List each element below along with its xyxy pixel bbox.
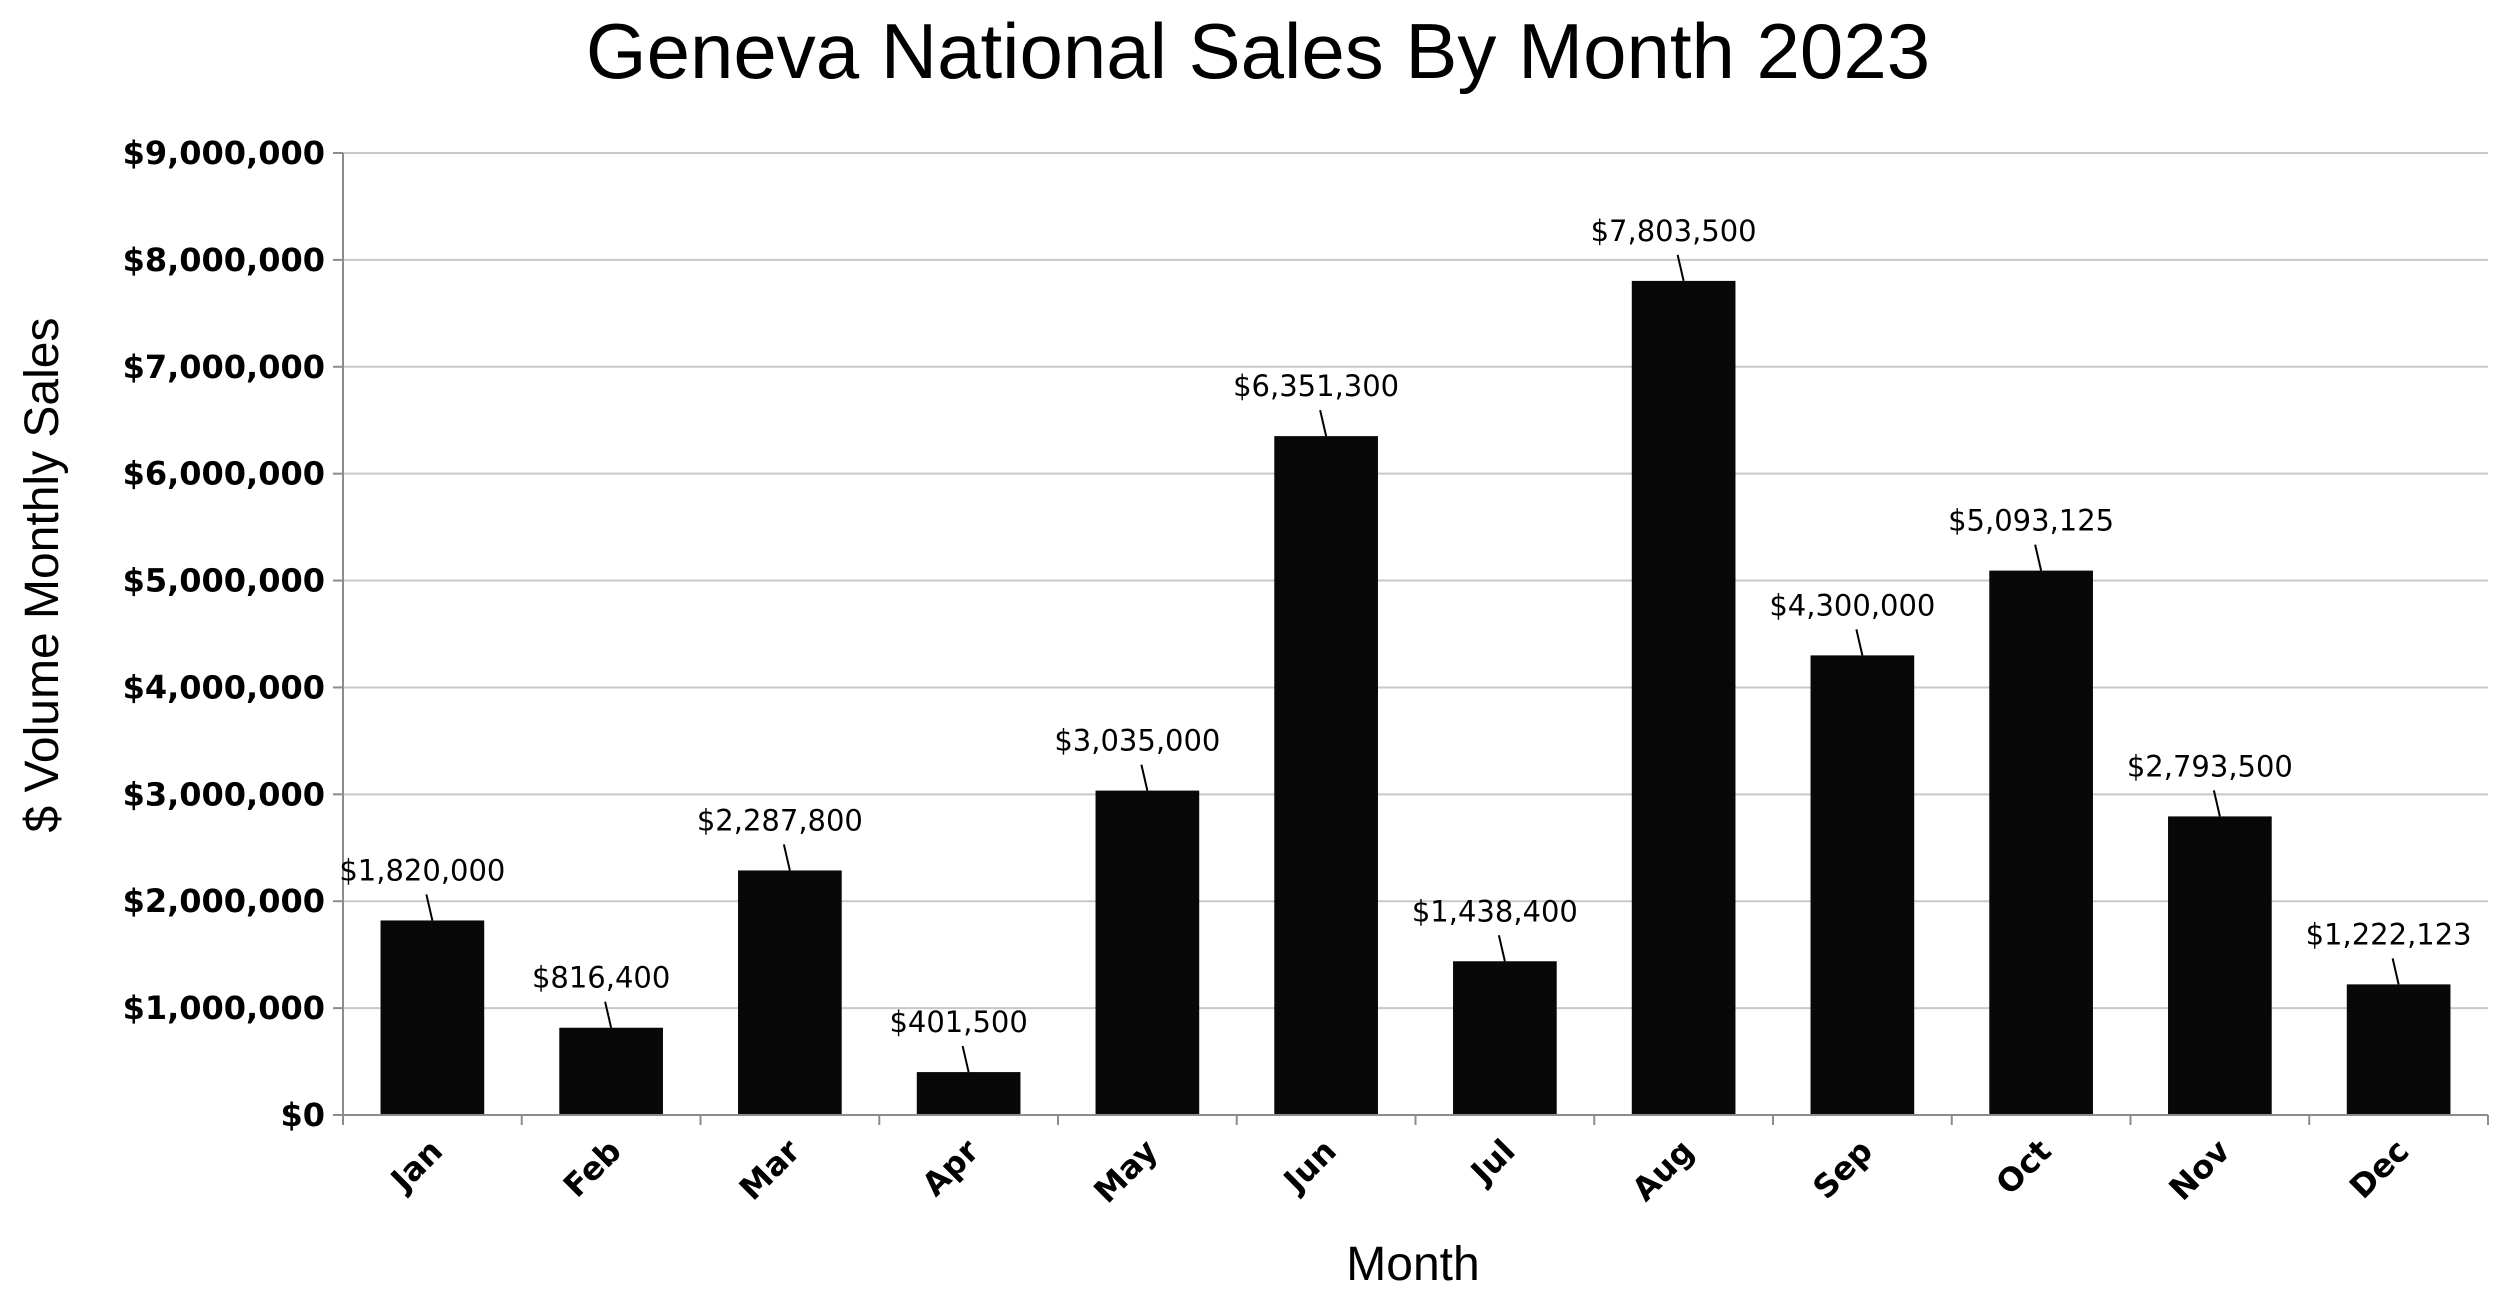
y-tick-label: $3,000,000 (123, 775, 325, 813)
data-label-leader (961, 1045, 970, 1073)
data-label-leader (2391, 958, 2400, 985)
x-tick-label: Jun (1275, 1132, 1344, 1201)
data-label-leader (2212, 790, 2221, 817)
data-label-jun: $6,351,300 (1233, 369, 1399, 403)
data-label-mar: $2,287,800 (697, 803, 863, 837)
bar-oct (1989, 570, 2093, 1115)
y-tick-label: $4,000,000 (123, 668, 325, 706)
y-tick-label: $6,000,000 (123, 455, 325, 493)
data-label-oct: $5,093,125 (1948, 504, 2114, 538)
y-tick-label: $2,000,000 (123, 882, 325, 920)
x-tick-label: Aug (1625, 1132, 1702, 1209)
data-label-sep: $4,300,000 (1769, 588, 1935, 622)
data-label-leader (1140, 764, 1149, 791)
data-label-dec: $1,222,123 (2306, 917, 2472, 951)
y-tick-label: $5,000,000 (123, 562, 325, 600)
y-tick-label: $8,000,000 (123, 241, 325, 279)
data-label-leader (2034, 544, 2043, 571)
data-label-leader (604, 1001, 613, 1028)
x-tick-label: Apr (915, 1132, 987, 1204)
y-axis-title: $ Volume Monthly Sales (16, 318, 69, 833)
bar-dec (2346, 984, 2451, 1115)
y-tick-label: $9,000,000 (123, 134, 325, 172)
data-label-leader (1676, 254, 1685, 282)
x-tick-label: Jan (382, 1132, 450, 1200)
y-tick-label: $1,000,000 (123, 989, 325, 1027)
bar-mar (738, 870, 842, 1115)
y-tick-label: $7,000,000 (123, 348, 325, 386)
data-label-leader (1497, 935, 1506, 962)
bar-jul (1453, 961, 1557, 1115)
data-label-leader (1855, 629, 1864, 656)
bar-sep (1810, 655, 1915, 1115)
bar-may (1095, 790, 1200, 1115)
x-tick-label: Mar (732, 1132, 808, 1208)
gridlines (343, 152, 2488, 1010)
data-label-apr: $401,500 (889, 1005, 1027, 1039)
x-tick-label: Oct (1988, 1132, 2058, 1202)
x-tick-label: Nov (2161, 1132, 2237, 1208)
data-label-leader (425, 894, 434, 921)
data-label-leader (782, 844, 791, 871)
bar-nov (2168, 816, 2272, 1115)
chart-title: Geneva National Sales By Month 2023 (586, 7, 1930, 95)
x-axis-title: Month (1346, 1238, 1479, 1291)
data-label-aug: $7,803,500 (1591, 214, 1757, 248)
x-tick-label: May (1086, 1132, 1165, 1211)
bar-apr (916, 1072, 1021, 1115)
data-label-leader (1319, 409, 1328, 437)
bars (380, 280, 2451, 1116)
x-tick-label: Sep (1805, 1132, 1880, 1207)
data-label-feb: $816,400 (532, 961, 670, 995)
bar-jan (380, 920, 485, 1115)
bar-jun (1274, 436, 1378, 1116)
x-tick-label: Jul (1462, 1132, 1523, 1193)
bar-feb (559, 1027, 663, 1115)
y-tick-label: $0 (280, 1096, 325, 1134)
data-labels: $1,820,000 $816,400 $2,287,800 $401,500 $3,0… (339, 214, 2472, 1073)
data-label-jan: $1,820,000 (339, 853, 505, 887)
bar-aug (1631, 280, 1736, 1115)
data-label-jul: $1,438,400 (1412, 894, 1578, 928)
x-tick-label: Dec (2342, 1132, 2416, 1206)
data-label-may: $3,035,000 (1054, 724, 1220, 758)
data-label-nov: $2,793,500 (2127, 749, 2293, 783)
x-tick-label: Feb (556, 1132, 629, 1205)
